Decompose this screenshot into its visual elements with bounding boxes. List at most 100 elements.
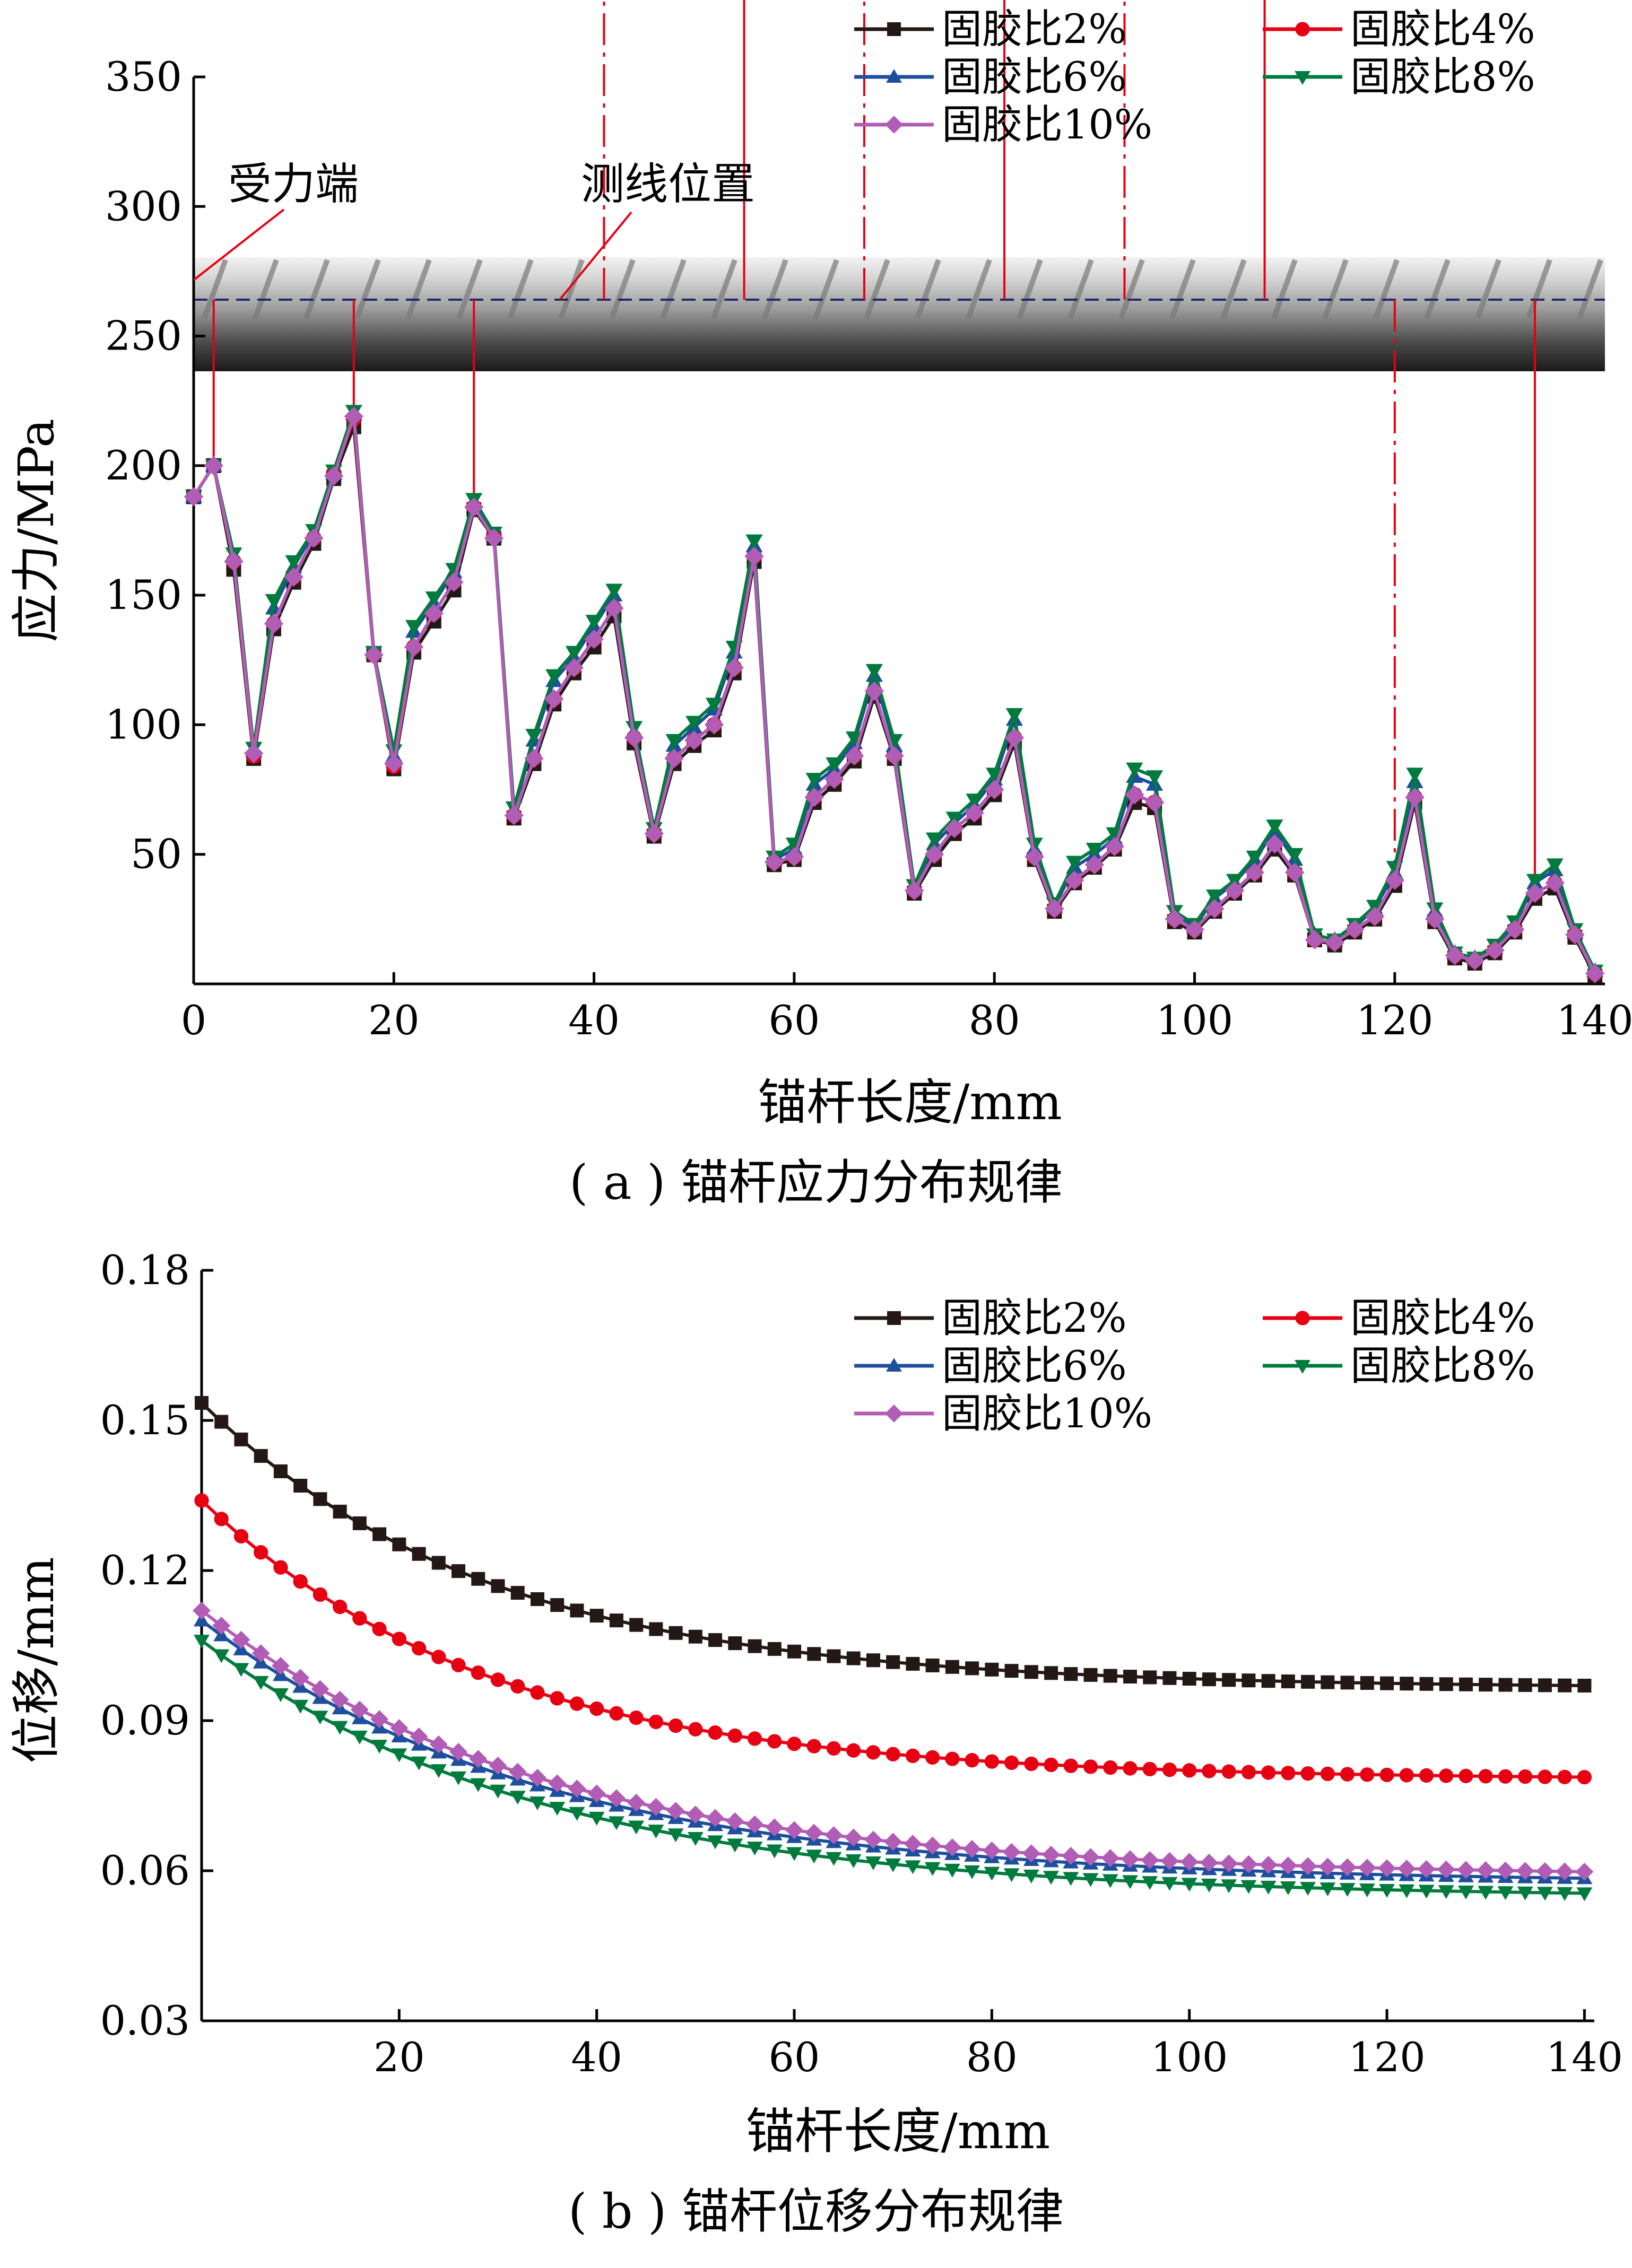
x-tick-label: 60 <box>769 997 820 1044</box>
x-tick-label: 140 <box>1557 997 1632 1044</box>
data-point <box>1525 883 1545 903</box>
data-point <box>708 1725 723 1740</box>
data-point <box>706 1809 724 1827</box>
data-point <box>748 1639 762 1653</box>
data-point <box>489 1756 507 1775</box>
data-point <box>564 658 584 678</box>
data-point <box>864 681 884 701</box>
data-point <box>1360 1767 1375 1782</box>
data-point <box>1106 827 1123 842</box>
data-point <box>1438 1885 1454 1899</box>
data-point <box>451 1658 466 1672</box>
y-axis-title: 应力/MPa <box>8 418 65 642</box>
data-point <box>504 806 524 825</box>
data-point <box>1044 1757 1058 1773</box>
data-point <box>233 1663 249 1677</box>
data-point <box>1002 1843 1021 1861</box>
data-point <box>568 1779 586 1798</box>
data-point <box>1260 1880 1277 1895</box>
data-point <box>1004 728 1025 748</box>
rod-rib <box>660 259 687 319</box>
data-point <box>604 598 624 618</box>
data-point <box>1084 855 1105 875</box>
data-point <box>284 567 303 587</box>
data-point <box>450 1771 466 1785</box>
data-point <box>332 1599 348 1615</box>
data-point <box>411 1756 427 1770</box>
data-point <box>1126 762 1143 778</box>
data-point <box>1300 1766 1315 1781</box>
anchor-rod-image <box>194 257 1605 371</box>
rod-rib <box>1067 259 1094 319</box>
data-point <box>1479 1678 1493 1692</box>
data-point <box>764 852 784 872</box>
data-point <box>985 780 1004 799</box>
data-point <box>609 1613 623 1628</box>
legend-label: 固胶比2% <box>942 5 1127 53</box>
data-point <box>1300 1882 1316 1896</box>
data-point <box>727 1728 742 1743</box>
y-tick-label: 200 <box>105 442 182 489</box>
data-point <box>429 1735 448 1754</box>
x-tick-label: 20 <box>374 2034 425 2081</box>
legend-label: 固胶比4% <box>1350 1294 1535 1341</box>
data-point <box>1241 1765 1256 1779</box>
data-point <box>244 743 264 763</box>
data-point <box>1181 1878 1197 1892</box>
legend-label: 固胶比10% <box>942 101 1152 148</box>
data-point <box>273 1464 288 1478</box>
data-point <box>787 1737 802 1751</box>
legend-item: 固胶比10% <box>854 101 1152 148</box>
data-point <box>1220 1854 1238 1873</box>
data-point <box>1360 1676 1374 1690</box>
series-3 <box>194 1635 1593 1901</box>
data-point <box>569 1696 585 1711</box>
rod-rib <box>1017 259 1043 319</box>
series-0 <box>186 419 1603 984</box>
data-point <box>826 1741 841 1756</box>
rod-body <box>194 257 1605 371</box>
rod-rib <box>507 259 534 319</box>
data-point <box>293 1574 308 1589</box>
data-point <box>963 1840 982 1858</box>
data-point <box>384 754 404 773</box>
data-point <box>745 534 763 549</box>
y-tick-label: 0.18 <box>100 1246 190 1294</box>
data-point <box>392 1537 406 1551</box>
data-point <box>1145 770 1164 786</box>
data-point <box>444 572 464 592</box>
data-point <box>350 1700 369 1719</box>
rod-rib <box>609 259 636 319</box>
data-point <box>704 715 724 735</box>
data-point <box>605 583 623 599</box>
data-point <box>569 1807 585 1821</box>
data-point <box>1557 1887 1573 1901</box>
data-point <box>550 1598 565 1612</box>
data-point <box>787 1644 802 1659</box>
data-point <box>1445 946 1465 965</box>
data-point <box>724 658 744 678</box>
data-point <box>224 552 244 571</box>
data-point <box>392 1632 406 1646</box>
data-point <box>1417 1860 1436 1878</box>
data-point <box>1457 1861 1475 1879</box>
data-point <box>1320 1766 1335 1782</box>
series-4 <box>193 1601 1594 1881</box>
measure-line-pointer <box>559 211 632 301</box>
data-point <box>264 614 284 634</box>
data-point <box>234 1432 248 1446</box>
data-point <box>824 1826 843 1844</box>
y-axis-title: 位移/mm <box>8 1557 65 1763</box>
data-point <box>1439 1677 1453 1691</box>
data-point <box>430 1764 447 1778</box>
data-point <box>1498 1769 1513 1784</box>
data-point <box>1142 1761 1157 1777</box>
data-point <box>767 1642 782 1656</box>
x-tick-label: 120 <box>1356 997 1433 1044</box>
data-point <box>804 788 824 807</box>
data-point <box>194 1635 210 1649</box>
data-point <box>905 880 924 901</box>
data-point <box>212 1616 231 1635</box>
data-point <box>1086 843 1103 858</box>
data-point <box>644 824 664 843</box>
